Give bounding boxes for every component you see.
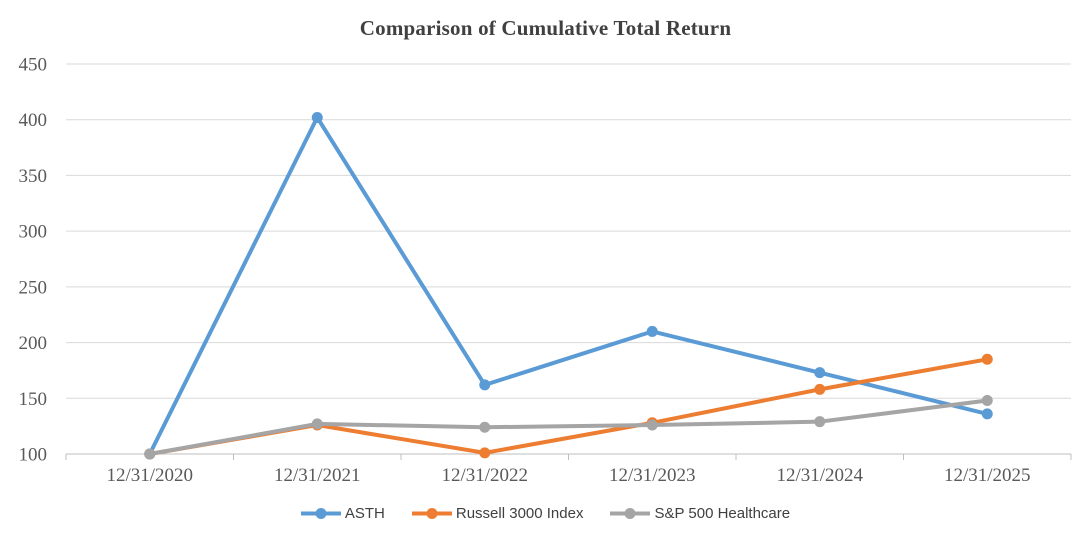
y-tick-label: 200 — [19, 333, 48, 354]
series-line-s-p-500-healthcare — [147, 398, 990, 456]
data-point-s-p-500-healthcare — [144, 448, 156, 460]
legend-label: S&P 500 Healthcare — [654, 505, 791, 522]
data-point-russell-3000-index — [814, 383, 826, 395]
x-tick-label: 12/31/2020 — [106, 465, 193, 486]
legend-marker-icon — [411, 508, 452, 519]
y-axis-labels: 100 150 200 250 300 350 400 450 — [19, 55, 48, 466]
chart-legend: ASTH Russell 3000 Index S&P 500 Healthcare — [0, 505, 1091, 522]
y-tick-label: 250 — [19, 277, 48, 298]
data-point-s-p-500-healthcare — [981, 395, 993, 407]
legend-marker-icon — [610, 508, 651, 519]
series-line-asth — [147, 113, 990, 456]
x-axis — [65, 453, 1072, 460]
data-point-asth — [479, 379, 491, 391]
x-axis-labels: 12/31/2020 12/31/2021 12/31/2022 12/31/2023… — [106, 465, 1030, 486]
legend-label: ASTH — [344, 505, 385, 522]
data-point-russell-3000-index — [981, 353, 993, 365]
legend-label: Russell 3000 Index — [455, 505, 584, 522]
data-point-s-p-500-healthcare — [814, 416, 826, 428]
series-s-p-500-healthcare — [144, 395, 993, 460]
x-tick-label: 12/31/2024 — [776, 465, 863, 486]
legend-marker-icon — [300, 508, 341, 519]
y-tick-label: 150 — [19, 389, 48, 410]
x-tick-label: 12/31/2021 — [274, 465, 361, 486]
y-tick-label: 450 — [19, 55, 48, 76]
y-tick-label: 350 — [19, 166, 48, 187]
chart-title: Comparison of Cumulative Total Return — [359, 16, 732, 40]
data-point-asth — [646, 325, 658, 337]
y-tick-label: 400 — [19, 110, 48, 131]
legend-item-s-p-500-healthcare: S&P 500 Healthcare — [610, 505, 790, 522]
x-tick-label: 12/31/2023 — [609, 465, 696, 486]
series-russell-3000-index — [144, 353, 993, 460]
data-point-s-p-500-healthcare — [311, 418, 323, 430]
data-point-russell-3000-index — [479, 447, 491, 459]
legend-item-russell-3000-index: Russell 3000 Index — [411, 505, 584, 522]
y-tick-label: 100 — [19, 445, 48, 466]
data-point-s-p-500-healthcare — [646, 419, 658, 431]
y-tick-label: 300 — [19, 222, 48, 243]
data-point-s-p-500-healthcare — [479, 421, 491, 433]
x-tick-label: 12/31/2025 — [944, 465, 1031, 486]
data-point-asth — [981, 408, 993, 420]
data-point-asth — [311, 111, 323, 123]
data-point-asth — [814, 367, 826, 379]
series-asth — [144, 111, 993, 460]
series-line-russell-3000-index — [147, 357, 990, 456]
x-tick-label: 12/31/2022 — [441, 465, 528, 486]
legend-item-asth: ASTH — [300, 505, 385, 522]
